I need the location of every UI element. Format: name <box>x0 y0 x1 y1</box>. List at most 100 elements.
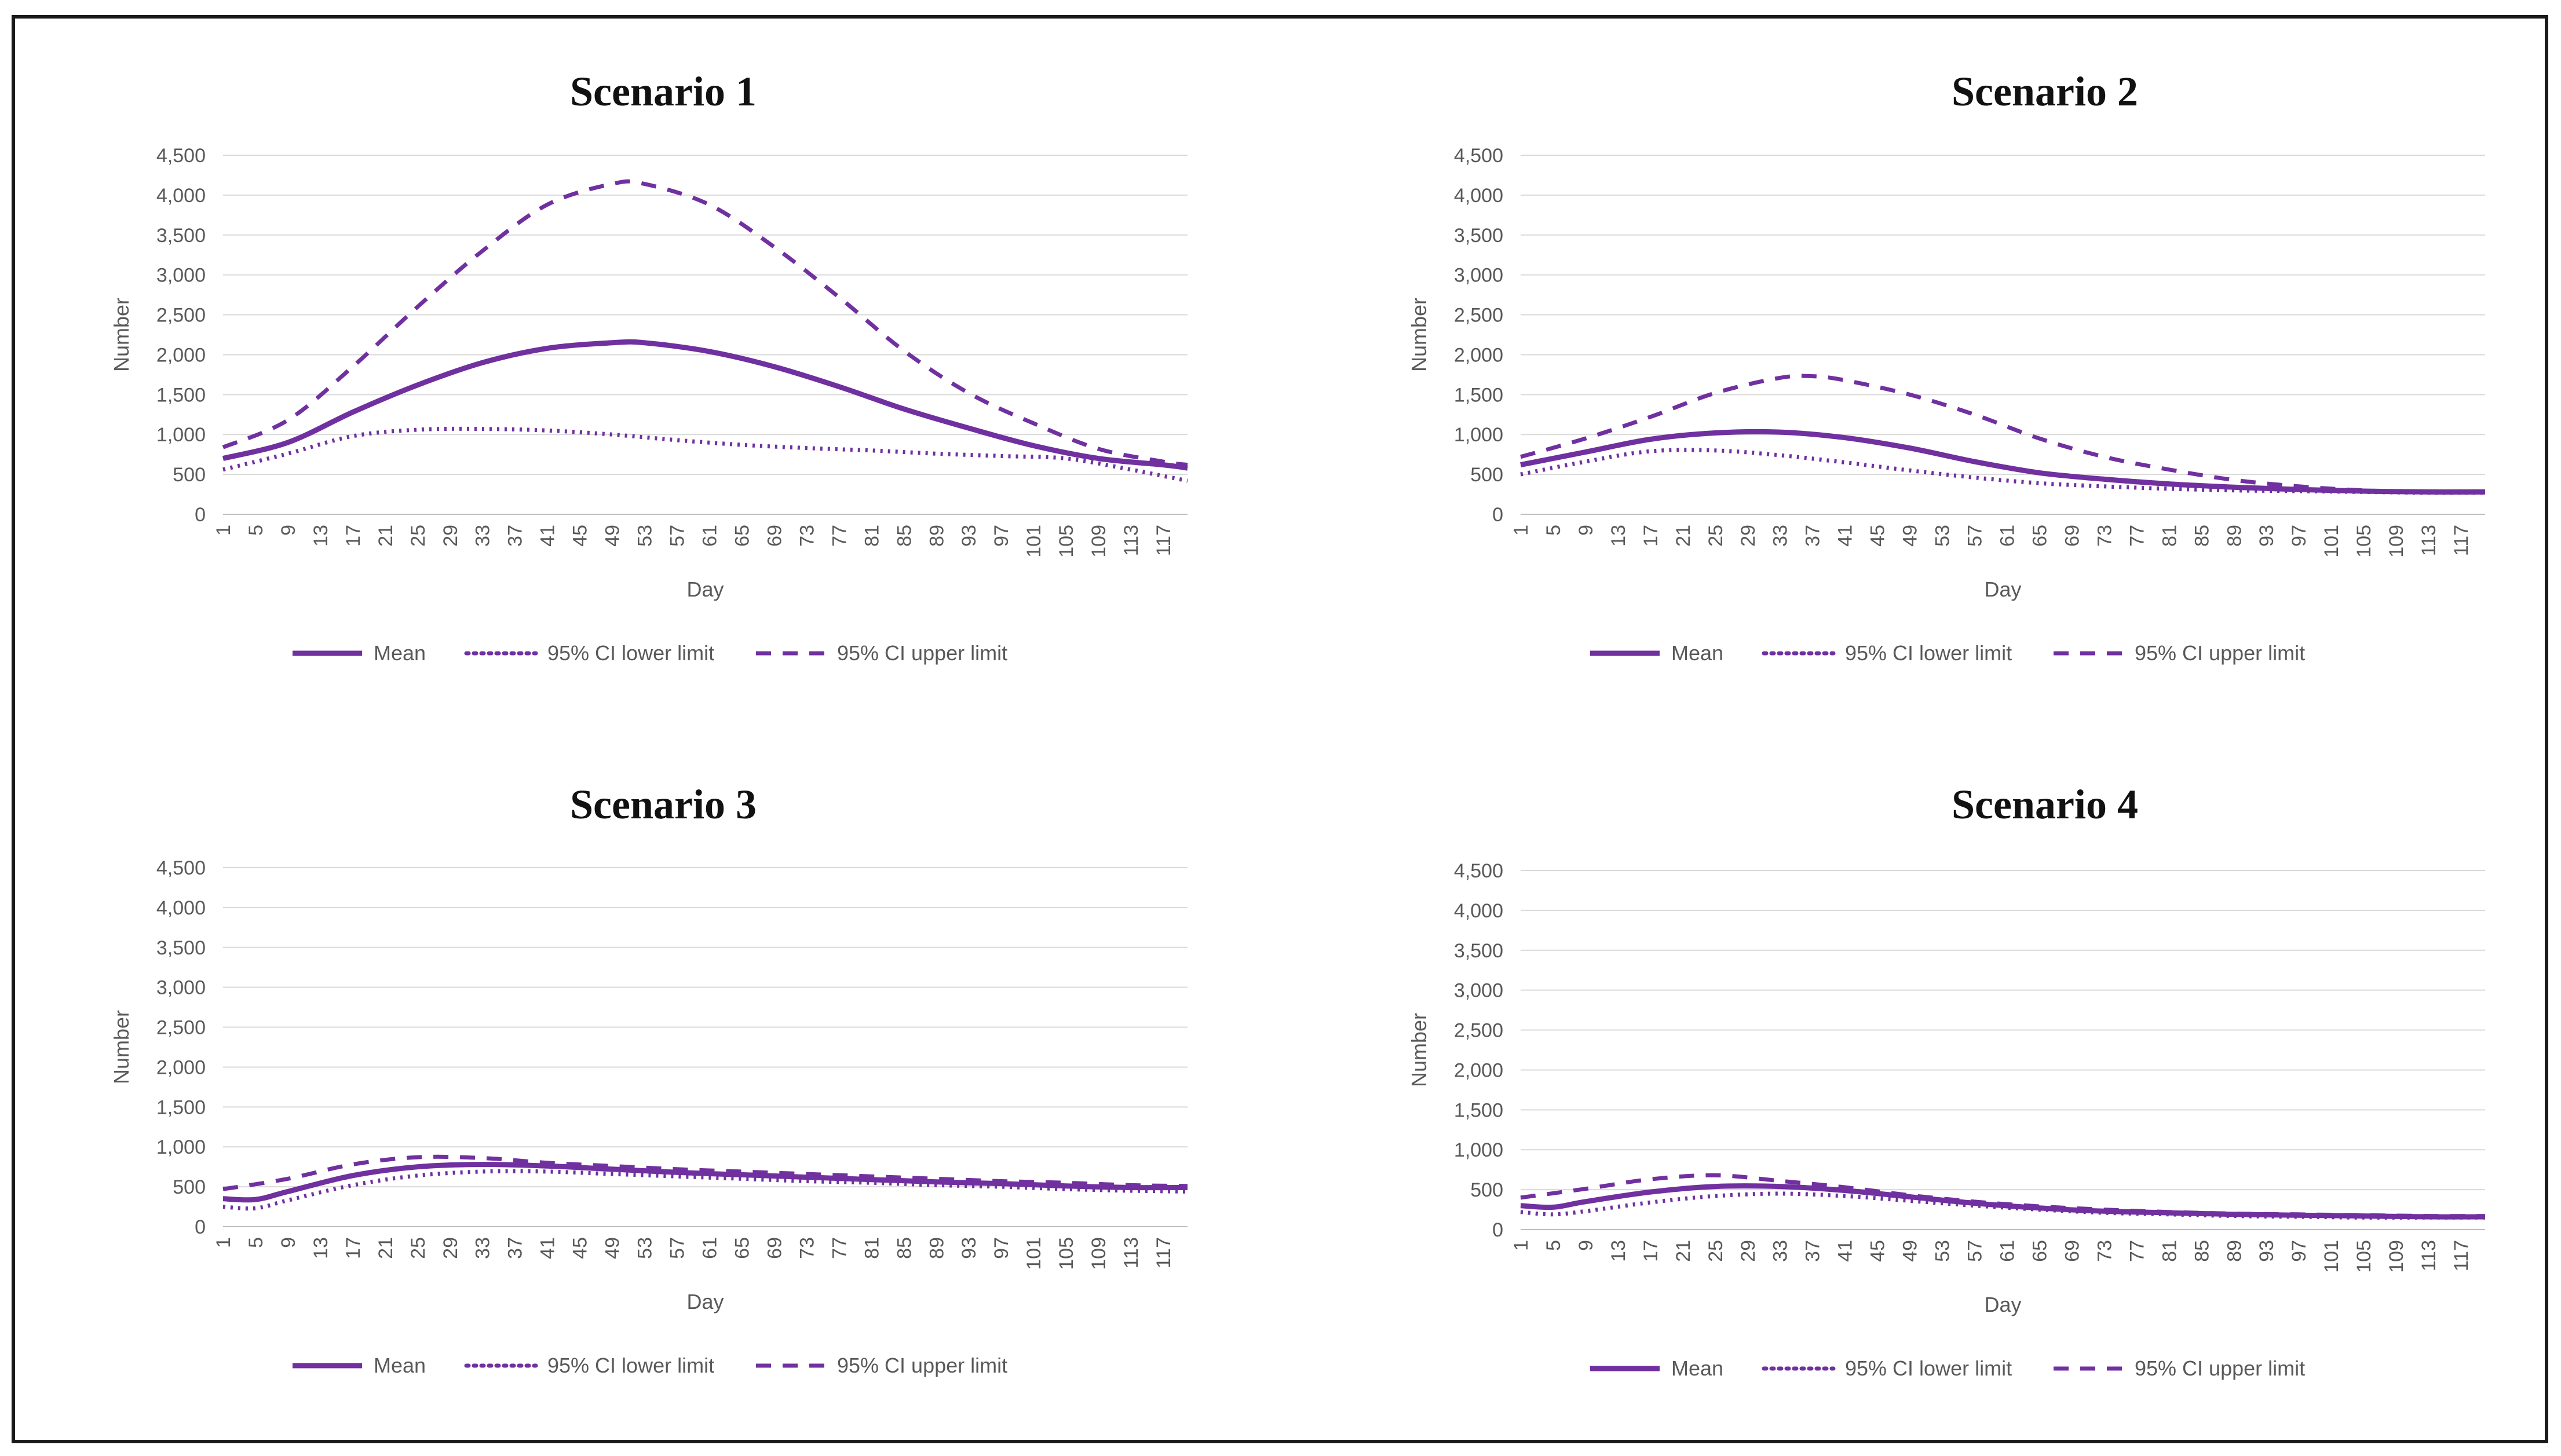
series-ci-lower-line <box>1520 448 2486 495</box>
x-tick-label: 9 <box>277 525 299 536</box>
y-tick-label: 1,000 <box>156 1136 206 1158</box>
x-tick-label: 5 <box>245 525 267 536</box>
x-tick-label: 89 <box>2223 525 2245 547</box>
legend-label: 95% CI upper limit <box>837 641 1007 665</box>
legend-label: 95% CI upper limit <box>2135 641 2305 665</box>
chart-title: Scenario 1 <box>570 68 757 115</box>
y-axis-label: Number <box>1407 298 1431 372</box>
x-axis-label: Day <box>1984 1293 2021 1316</box>
x-tick-label: 33 <box>1770 1240 1792 1262</box>
x-tick-label: 33 <box>1770 525 1792 547</box>
y-tick-label: 4,000 <box>1454 900 1503 922</box>
x-tick-label: 73 <box>796 1237 818 1259</box>
y-tick-label: 1,000 <box>1454 424 1503 446</box>
x-tick-label: 109 <box>1088 525 1110 558</box>
x-tick-label: 1 <box>213 525 235 536</box>
y-tick-label: 4,500 <box>1454 145 1503 167</box>
x-tick-label: 53 <box>634 525 656 547</box>
legend: Mean 95% CI lower limit 95% CI upper limit <box>293 641 1007 665</box>
y-tick-label: 2,500 <box>156 305 206 327</box>
x-tick-label: 97 <box>2288 1240 2310 1262</box>
legend-label: Mean <box>1671 641 1723 665</box>
legend-label: Mean <box>374 641 426 665</box>
x-tick-label: 29 <box>440 1237 462 1259</box>
x-tick-label: 13 <box>310 1237 332 1259</box>
x-tick-label: 57 <box>667 1237 689 1259</box>
legend-label: 95% CI lower limit <box>547 1353 714 1377</box>
x-tick-label: 21 <box>375 1237 397 1259</box>
legend-label: Mean <box>374 1353 426 1377</box>
chart-scenario-3: Scenario 3 0 500 1,000 1,500 2,000 2,500 3,000 3… <box>109 781 1188 1377</box>
y-tick-label: 2,000 <box>1454 1059 1503 1081</box>
x-tick-label: 85 <box>893 1237 915 1259</box>
x-tick-label: 53 <box>1932 525 1954 547</box>
y-tick-label: 3,500 <box>1454 940 1503 962</box>
y-tick-label: 3,000 <box>156 977 206 999</box>
x-tick-label: 85 <box>2191 525 2213 547</box>
chart-scenario-1: Scenario 1 0 500 1,000 1,500 2,000 2,500 3,000 3… <box>109 68 1188 665</box>
x-tick-label: 17 <box>1640 525 1662 547</box>
x-tick-label: 113 <box>1120 1237 1142 1268</box>
y-tick-label: 500 <box>173 1176 206 1198</box>
x-tick-label: 17 <box>342 1237 364 1259</box>
legend-label: 95% CI lower limit <box>1845 1356 2012 1380</box>
x-tick-label: 65 <box>2029 525 2051 547</box>
x-tick-label: 33 <box>472 525 494 547</box>
legend-label: 95% CI upper limit <box>837 1353 1007 1377</box>
x-tick-label: 105 <box>2353 525 2375 558</box>
y-tick-label: 2,500 <box>1454 1020 1503 1042</box>
x-tick-label: 105 <box>1055 525 1077 558</box>
y-tick-label: 3,500 <box>156 225 206 247</box>
x-tick-label: 33 <box>472 1237 494 1259</box>
x-axis-label: Day <box>686 1290 724 1314</box>
x-tick-label: 77 <box>2126 1240 2148 1262</box>
x-tick-label: 5 <box>245 1237 267 1248</box>
x-tick-label: 9 <box>1575 1240 1597 1251</box>
y-axis-label: Number <box>1407 1013 1431 1087</box>
x-tick-label: 77 <box>828 1237 850 1259</box>
series-ci-upper-line <box>222 179 1188 467</box>
x-tick-label: 97 <box>2288 525 2310 547</box>
x-tick-label: 101 <box>1023 525 1045 558</box>
x-tick-label: 1 <box>1510 525 1532 536</box>
x-tick-label: 81 <box>2158 525 2180 547</box>
x-tick-label: 37 <box>1802 1240 1824 1262</box>
legend: Mean 95% CI lower limit 95% CI upper limit <box>1590 641 2305 665</box>
x-tick-label: 113 <box>1120 525 1142 556</box>
chart-scenario-2: Scenario 2 0 500 1,000 1,500 2,000 2,500 3,000 3… <box>1407 68 2486 665</box>
x-tick-label: 41 <box>1835 525 1857 547</box>
x-tick-label: 1 <box>213 1237 235 1248</box>
x-tick-label: 37 <box>1802 525 1824 547</box>
series-ci-lower-line <box>222 1169 1188 1211</box>
y-tick-label: 2,000 <box>156 344 206 366</box>
x-tick-label: 61 <box>699 1237 721 1259</box>
x-tick-label: 69 <box>763 525 786 547</box>
series-mean-line <box>1520 1183 2486 1220</box>
y-tick-label: 0 <box>1492 1219 1503 1241</box>
y-tick-label: 1,500 <box>156 1096 206 1118</box>
y-tick-label: 4,000 <box>156 185 206 207</box>
x-tick-label: 69 <box>2061 525 2083 547</box>
y-axis-label: Number <box>109 1010 133 1084</box>
series-ci-upper-line <box>1520 1173 2486 1219</box>
y-tick-label: 1,000 <box>156 424 206 446</box>
chart-title: Scenario 3 <box>570 781 757 828</box>
x-tick-label: 97 <box>991 1237 1013 1259</box>
x-tick-label: 57 <box>667 525 689 547</box>
x-tick-label: 81 <box>861 525 883 547</box>
series-mean-line <box>222 339 1188 471</box>
y-tick-label: 500 <box>1470 464 1503 486</box>
x-tick-label: 45 <box>569 525 591 547</box>
chart-title: Scenario 4 <box>1952 781 2138 828</box>
x-tick-label: 41 <box>537 525 559 547</box>
x-tick-label: 117 <box>2450 1240 2472 1271</box>
y-tick-label: 2,000 <box>1454 344 1503 366</box>
x-tick-label: 117 <box>1153 525 1175 556</box>
x-tick-label: 69 <box>2061 1240 2083 1262</box>
legend-label: 95% CI upper limit <box>2135 1356 2305 1380</box>
x-tick-label: 89 <box>926 525 948 547</box>
x-tick-label: 25 <box>1705 1240 1727 1262</box>
x-tick-label: 93 <box>2256 1240 2278 1262</box>
series-mean-line <box>1520 429 2486 495</box>
x-tick-label: 113 <box>2418 1240 2440 1271</box>
